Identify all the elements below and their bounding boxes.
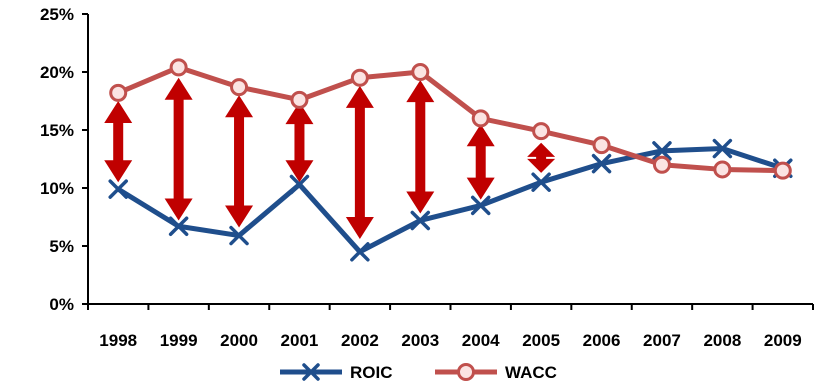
gap-arrow-1999 xyxy=(164,77,193,221)
wacc-point xyxy=(230,78,249,97)
gap-arrow-2005 xyxy=(527,142,556,173)
roic-point xyxy=(289,174,310,195)
x-tick-label: 2000 xyxy=(220,331,258,350)
x-tick-label: 2003 xyxy=(401,331,439,350)
x-tick-label: 2002 xyxy=(341,331,379,350)
roic-line xyxy=(116,146,784,255)
x-tick-label: 2004 xyxy=(462,331,500,350)
legend-item-roic: ROIC xyxy=(280,363,393,382)
gap-arrow-2003 xyxy=(406,80,435,214)
legend: ROIC WACC xyxy=(280,363,557,382)
y-tick-label: 0% xyxy=(49,295,74,314)
wacc-point xyxy=(350,68,369,87)
y-tick-label: 10% xyxy=(40,179,74,198)
gap-arrow-1998 xyxy=(104,101,133,183)
legend-swatch-marker xyxy=(457,363,475,381)
y-tick-label: 25% xyxy=(40,5,74,24)
x-tick-label: 2008 xyxy=(703,331,741,350)
series-lines xyxy=(108,58,793,262)
legend-swatch-marker xyxy=(302,363,320,381)
gap-arrow-2000 xyxy=(225,95,254,228)
x-tick-label: 2006 xyxy=(583,331,621,350)
x-tick-label: 2009 xyxy=(764,331,802,350)
roic-point xyxy=(229,225,249,246)
gap-arrow-2002 xyxy=(345,85,374,240)
wacc-point xyxy=(471,109,490,128)
gap-arrow-2004 xyxy=(466,124,495,200)
gap-arrow-2001 xyxy=(285,102,314,183)
wacc-point xyxy=(290,90,309,109)
y-tick-label: 5% xyxy=(49,237,74,256)
axes: 0% 5% 10% 15% 20% 25% 1998 1999 2000 2001 2002 2003… xyxy=(40,5,814,350)
legend-label: ROIC xyxy=(350,363,393,382)
roic-point xyxy=(531,172,551,192)
roic-point xyxy=(652,141,672,161)
x-tick-label: 1998 xyxy=(99,331,137,350)
series-wacc xyxy=(109,58,792,180)
wacc-point xyxy=(532,122,551,141)
roic-point xyxy=(410,210,431,231)
gap-arrows xyxy=(104,77,556,240)
wacc-point xyxy=(411,63,430,81)
roic-point xyxy=(168,216,189,237)
series-roic xyxy=(108,138,793,262)
x-tick-label: 2001 xyxy=(281,331,319,350)
roic-point xyxy=(470,195,491,216)
wacc-point xyxy=(713,160,732,179)
x-tick-label: 2007 xyxy=(643,331,681,350)
roic-point xyxy=(591,153,612,174)
wacc-point xyxy=(169,58,188,77)
wacc-point xyxy=(109,83,128,102)
legend-item-wacc: WACC xyxy=(435,363,557,382)
y-tick-label: 20% xyxy=(40,63,74,82)
wacc-point xyxy=(773,161,792,180)
wacc-line xyxy=(117,64,783,174)
wacc-point xyxy=(592,136,611,155)
legend-label: WACC xyxy=(505,363,557,382)
y-tick-label: 15% xyxy=(40,121,74,140)
roic-point xyxy=(712,138,733,159)
wacc-point xyxy=(652,155,671,174)
roic-point xyxy=(350,242,370,262)
x-tick-label: 1999 xyxy=(160,331,198,350)
roic-point xyxy=(108,179,128,199)
x-tick-label: 2005 xyxy=(522,331,560,350)
